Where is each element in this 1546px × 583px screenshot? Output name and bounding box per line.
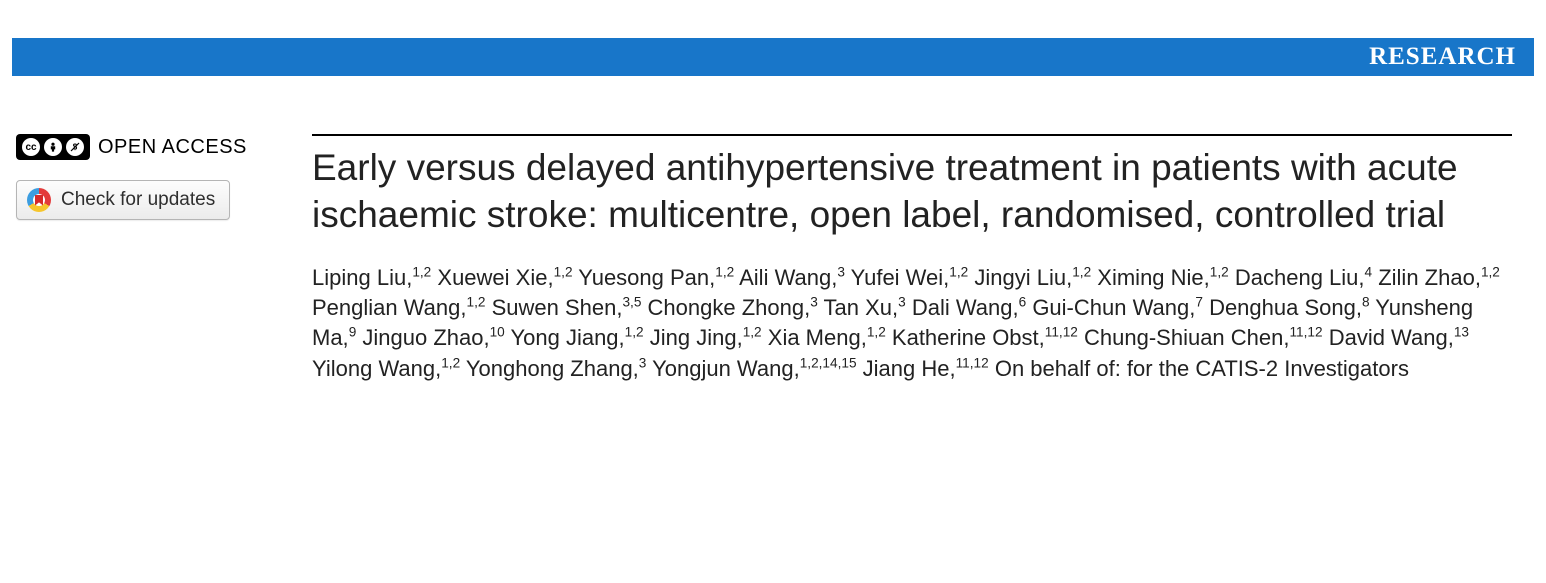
author-affil: 1,2 <box>1481 264 1500 279</box>
content-row: cc $ OPEN ACCESS Check for updates Early… <box>0 134 1546 384</box>
author-affil: 3,5 <box>622 295 641 310</box>
sidebar: cc $ OPEN ACCESS Check for updates <box>12 134 302 384</box>
author-list: Liping Liu,1,2 Xuewei Xie,1,2 Yuesong Pa… <box>312 263 1512 384</box>
cc-license-icon: cc $ <box>16 134 90 160</box>
author-affil: 3 <box>837 264 845 279</box>
section-label: RESEARCH <box>1369 43 1516 71</box>
author-affil: 11,12 <box>1045 325 1078 340</box>
crossmark-icon <box>27 188 51 212</box>
author-affil: 1,2 <box>441 355 460 370</box>
open-access-badge: cc $ OPEN ACCESS <box>16 134 302 160</box>
paper-title: Early versus delayed antihypertensive tr… <box>312 144 1512 239</box>
section-header-bar: RESEARCH <box>12 38 1534 76</box>
author-affil: 6 <box>1019 295 1027 310</box>
author-affil: 4 <box>1365 264 1373 279</box>
author-affil: 1,2 <box>1072 264 1091 279</box>
cc-icon: cc <box>22 138 40 156</box>
author-affil: 1,2 <box>412 264 431 279</box>
author-affil: 8 <box>1362 295 1370 310</box>
author-affil: 3 <box>810 295 818 310</box>
author-affil: 7 <box>1195 295 1203 310</box>
author-affil: 1,2 <box>949 264 968 279</box>
nc-icon: $ <box>66 138 84 156</box>
author-affil: 1,2 <box>715 264 734 279</box>
author-affil: 1,2 <box>467 295 486 310</box>
by-icon <box>44 138 62 156</box>
author-affil: 1,2 <box>867 325 886 340</box>
title-divider <box>312 134 1512 136</box>
author-affil: 3 <box>898 295 906 310</box>
author-affil: 11,12 <box>1289 325 1322 340</box>
check-for-updates-button[interactable]: Check for updates <box>16 180 230 220</box>
open-access-label: OPEN ACCESS <box>98 136 247 159</box>
author-affil: 1,2 <box>625 325 644 340</box>
check-updates-label: Check for updates <box>61 189 215 211</box>
author-affil: 9 <box>349 325 357 340</box>
author-affil: 11,12 <box>956 355 989 370</box>
author-affil: 10 <box>490 325 505 340</box>
author-affil: 1,2,14,15 <box>800 355 857 370</box>
author-affil: 13 <box>1454 325 1469 340</box>
author-affil: 1,2 <box>743 325 762 340</box>
author-affil: 3 <box>639 355 647 370</box>
author-affil: 1,2 <box>1210 264 1229 279</box>
main-column: Early versus delayed antihypertensive tr… <box>302 134 1534 384</box>
author-affil: 1,2 <box>554 264 573 279</box>
